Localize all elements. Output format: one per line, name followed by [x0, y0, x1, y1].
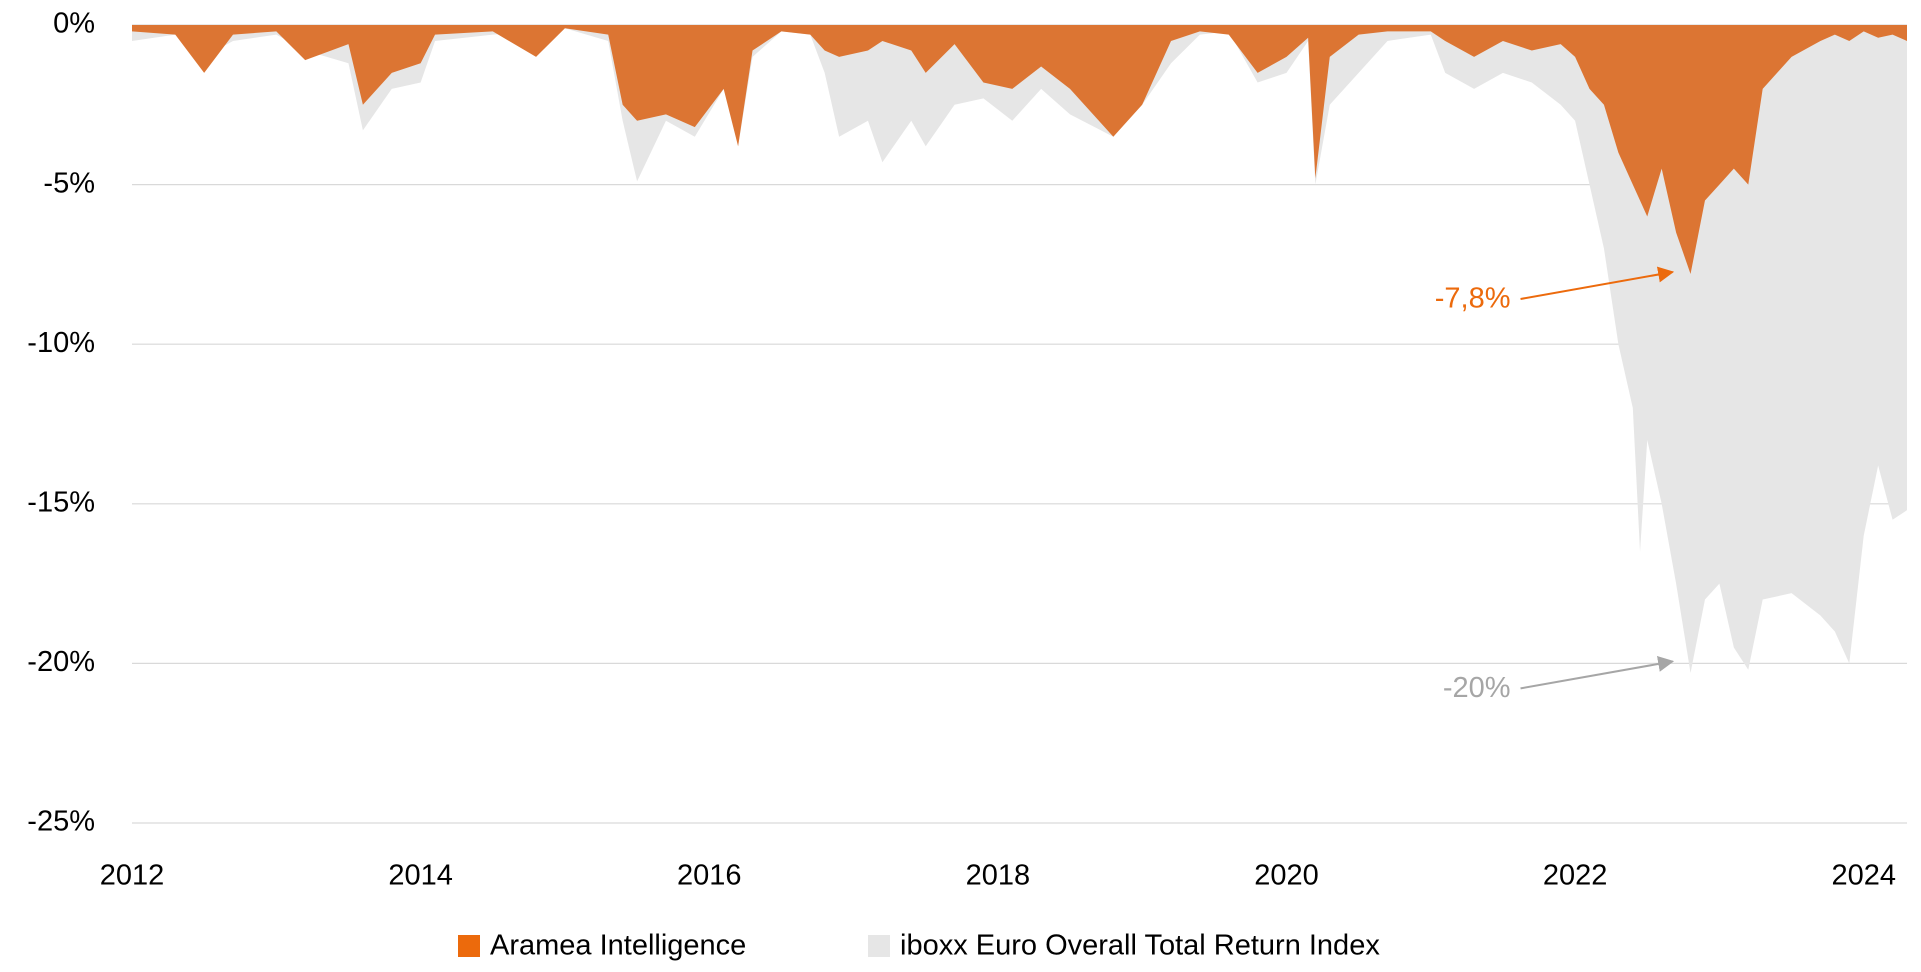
y-tick-label: -20%	[27, 646, 95, 678]
annotation-label: -20%	[1443, 672, 1511, 704]
x-tick-label: 2016	[677, 860, 742, 892]
legend-swatch	[868, 935, 890, 957]
annotation-arrow	[1520, 656, 1675, 690]
x-tick-label: 2020	[1254, 860, 1319, 892]
x-tick-label: 2018	[966, 860, 1031, 892]
legend-swatch	[458, 935, 480, 957]
legend-label: Aramea Intelligence	[490, 930, 746, 962]
annotation-label: -7,8%	[1435, 283, 1511, 315]
y-tick-label: -25%	[27, 806, 95, 838]
annotation-arrow	[1520, 266, 1675, 300]
y-tick-label: -5%	[43, 167, 95, 199]
area	[132, 25, 1907, 274]
y-tick-label: -15%	[27, 486, 95, 518]
x-tick-label: 2012	[100, 860, 165, 892]
legend-label: iboxx Euro Overall Total Return Index	[900, 930, 1380, 962]
x-tick-label: 2024	[1831, 860, 1896, 892]
y-tick-label: 0%	[53, 8, 95, 40]
x-tick-label: 2014	[388, 860, 453, 892]
x-tick-label: 2022	[1543, 860, 1608, 892]
y-tick-label: -10%	[27, 327, 95, 359]
